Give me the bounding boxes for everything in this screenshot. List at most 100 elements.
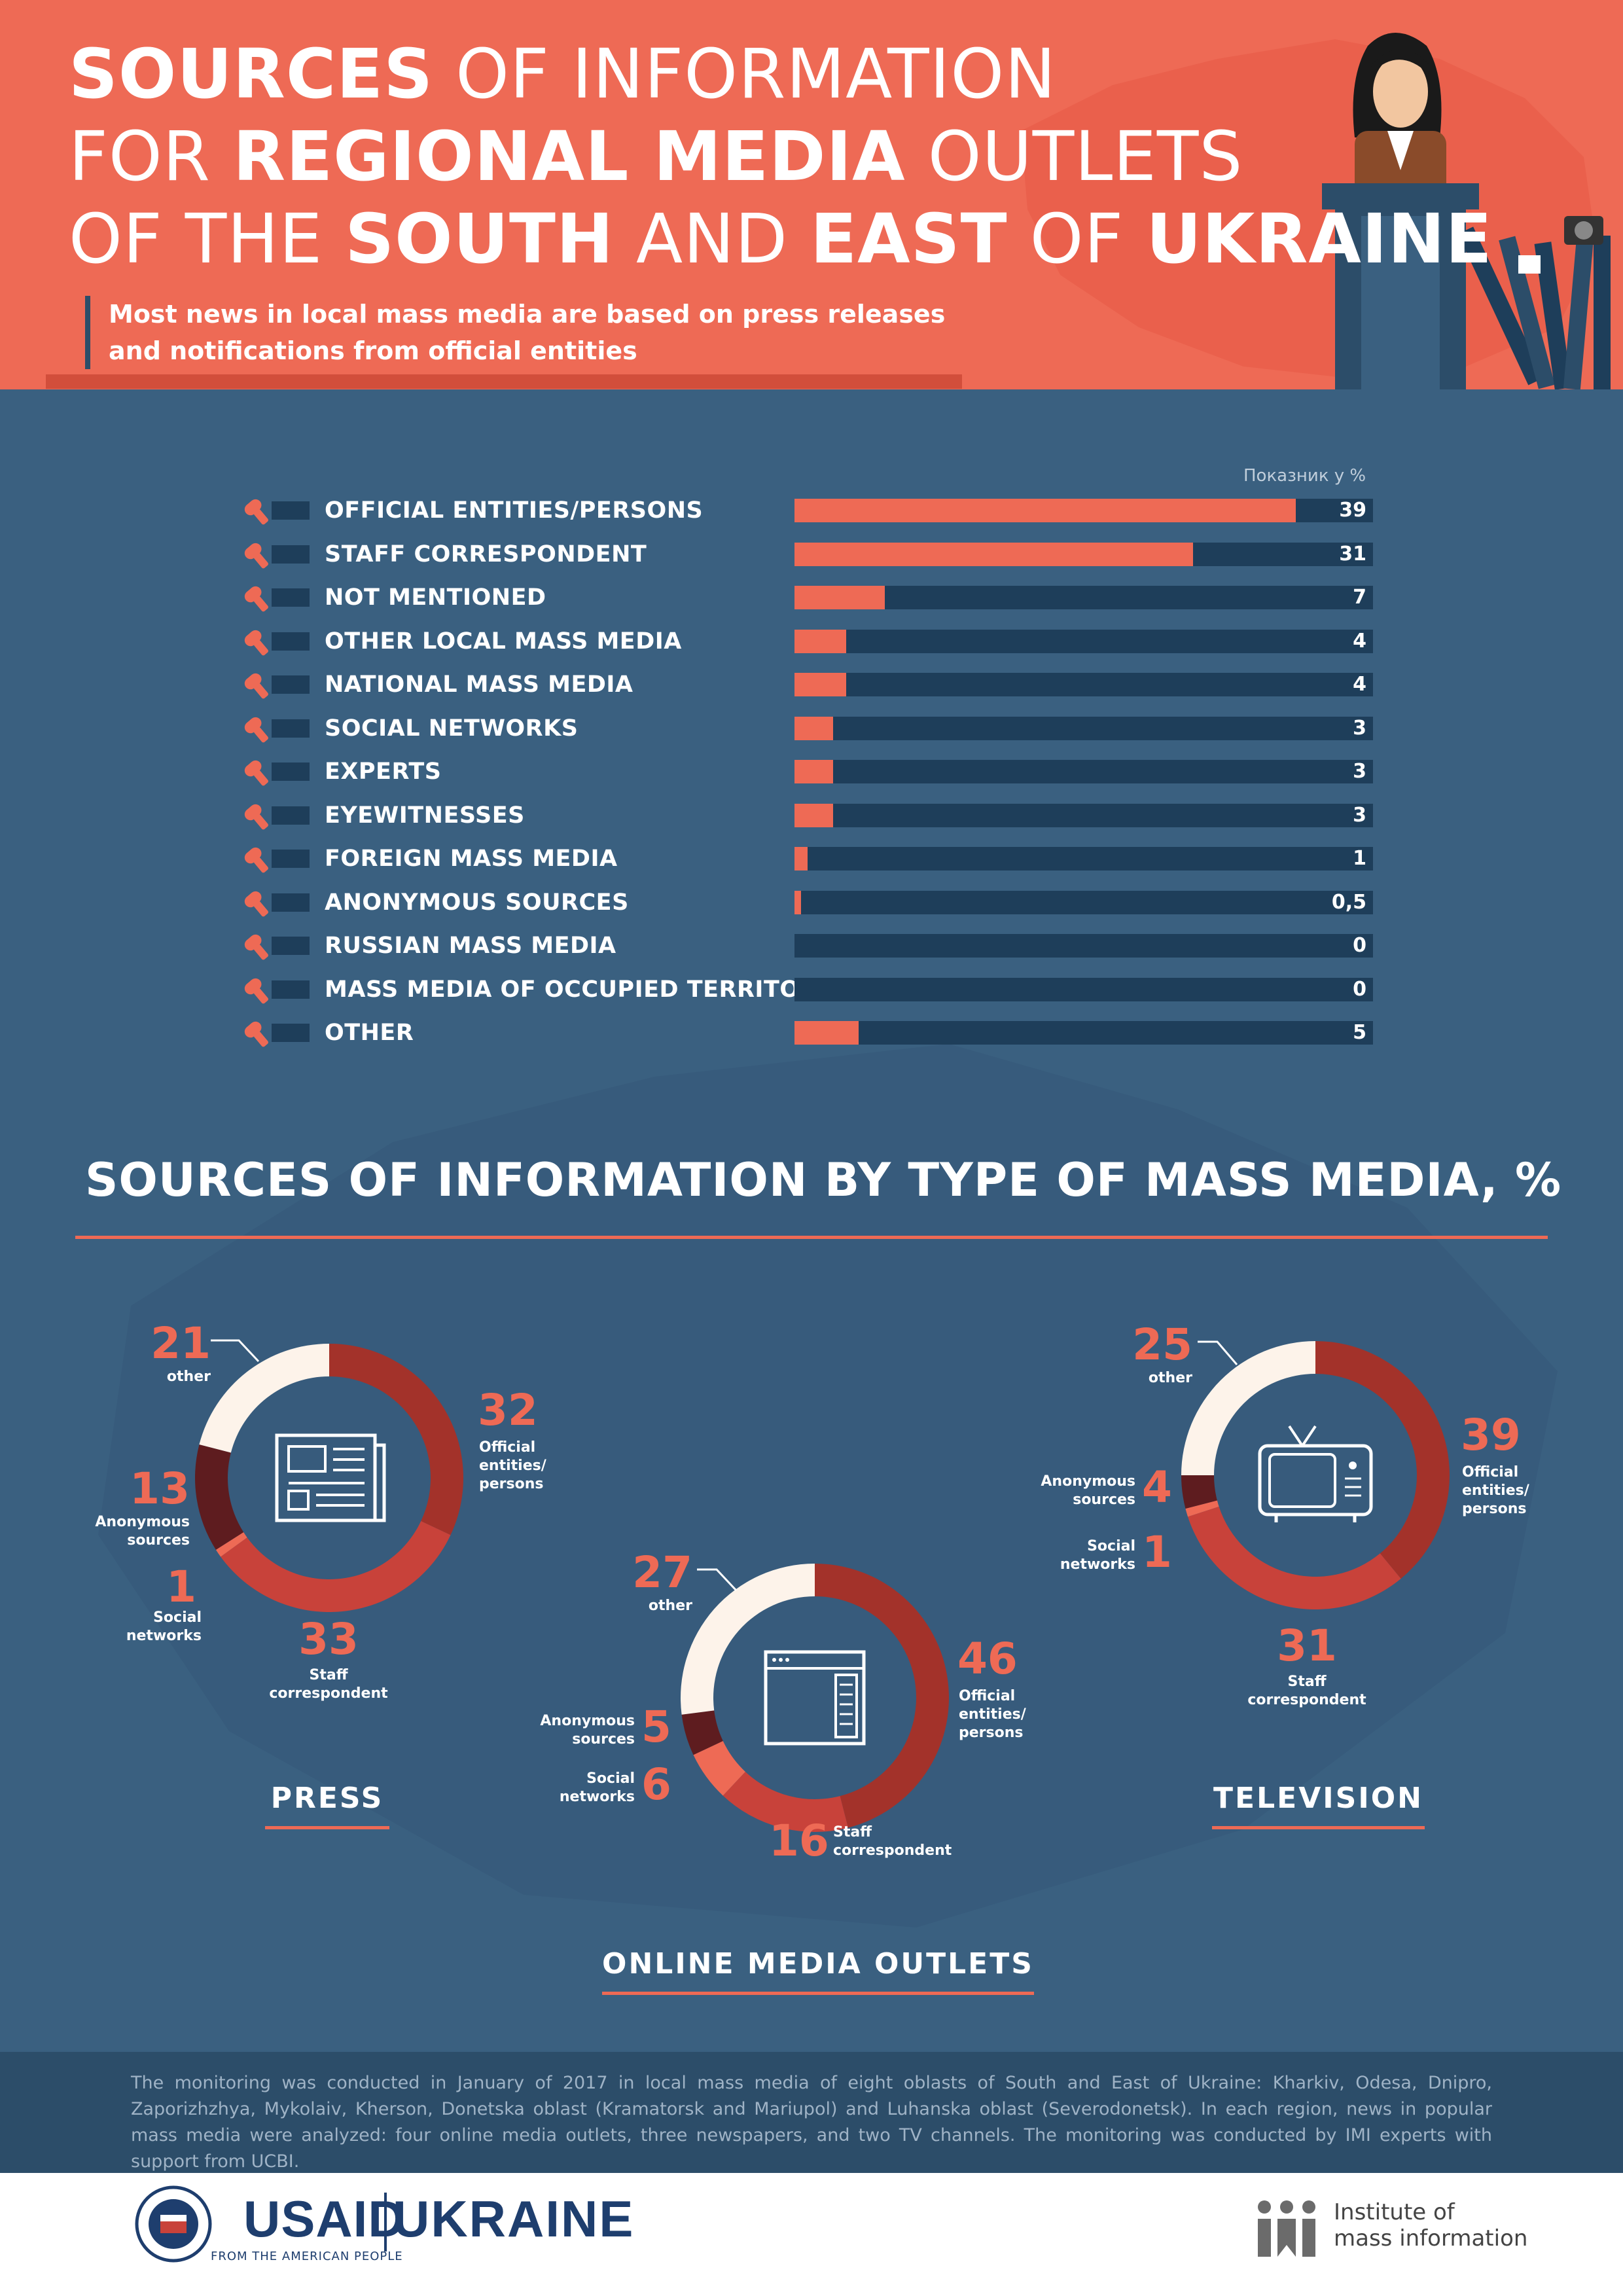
bar bbox=[794, 847, 808, 870]
slice-name-label: Anonymous sources bbox=[540, 1713, 635, 1748]
bar-label: EYEWITNESSES bbox=[325, 802, 525, 829]
microphone-icon bbox=[244, 847, 310, 873]
bar-value-label: 31 bbox=[1339, 542, 1366, 565]
slice-value-label: 1 bbox=[1142, 1527, 1172, 1577]
bar bbox=[794, 629, 846, 653]
footer-text: The monitoring was conducted in January … bbox=[131, 2073, 1492, 2172]
slice-value-label: 5 bbox=[641, 1702, 671, 1752]
title-line-2: FOR REGIONAL MEDIA OUTLETS bbox=[69, 115, 1493, 198]
donut-slice bbox=[1181, 1475, 1217, 1509]
bar bbox=[794, 716, 833, 740]
bar-label: SOCIAL NETWORKS bbox=[325, 715, 579, 742]
donut-slice bbox=[681, 1564, 815, 1715]
bar-track: 0 bbox=[794, 934, 1373, 958]
microphone-icon bbox=[244, 499, 310, 525]
title-segment: UKRAINE bbox=[1146, 199, 1493, 279]
bar-value-label: 39 bbox=[1339, 499, 1366, 522]
usaid-logo-text: USAID bbox=[243, 2190, 406, 2248]
label-leader-line bbox=[1198, 1340, 1238, 1365]
donut-slice bbox=[693, 1740, 745, 1796]
slice-name-label: Social networks bbox=[1060, 1538, 1135, 1573]
donut-slice bbox=[221, 1520, 451, 1612]
bar-value-label: 3 bbox=[1353, 716, 1366, 740]
donut-slice bbox=[681, 1710, 723, 1755]
microphone-icon bbox=[244, 717, 310, 742]
microphone-icon bbox=[244, 978, 310, 1003]
tv-icon bbox=[1258, 1425, 1373, 1522]
bar-label: EXPERTS bbox=[325, 759, 442, 785]
slice-name-label: Staff correspondent bbox=[269, 1667, 388, 1702]
background-map bbox=[98, 1044, 1558, 1928]
tv-label-text: TELEVISION bbox=[1213, 1782, 1423, 1815]
bar bbox=[794, 673, 846, 696]
slice-value-label: 27 bbox=[632, 1547, 692, 1598]
newspaper-icon bbox=[275, 1433, 386, 1522]
title-segment: FOR bbox=[69, 117, 233, 196]
bar-value-label: 0 bbox=[1353, 977, 1366, 1001]
title-segment: OF THE bbox=[69, 199, 346, 279]
donut-slice bbox=[722, 1771, 848, 1832]
microphone-icon bbox=[244, 891, 310, 916]
bar-track: 1 bbox=[794, 847, 1373, 870]
bar bbox=[794, 760, 833, 783]
bar-track: 5 bbox=[794, 1021, 1373, 1045]
microphone-icon bbox=[244, 934, 310, 960]
press-label-text: PRESS bbox=[270, 1782, 384, 1815]
microphone-icon bbox=[244, 673, 310, 699]
imi-line-2: mass information bbox=[1334, 2225, 1528, 2251]
main-panel bbox=[0, 389, 1623, 2052]
slice-value-label: 6 bbox=[641, 1759, 671, 1810]
donut-slice bbox=[1188, 1506, 1401, 1609]
online-label-text: ONLINE MEDIA OUTLETS bbox=[602, 1947, 1034, 1981]
title-segment: SOURCES bbox=[69, 34, 434, 114]
donut-slice bbox=[199, 1344, 329, 1453]
header-banner: SOURCES OF INFORMATION FOR REGIONAL MEDI… bbox=[0, 0, 1623, 389]
title-segment: AND bbox=[614, 199, 811, 279]
bar-label: RUSSIAN MASS MEDIA bbox=[325, 933, 616, 959]
donut-slice bbox=[1315, 1341, 1450, 1579]
footer-band bbox=[0, 2052, 1623, 2173]
imi-logo-icon bbox=[1258, 2200, 1315, 2257]
microphone-icon bbox=[244, 760, 310, 786]
bar-label: OTHER bbox=[325, 1020, 414, 1046]
microphone-icon bbox=[244, 543, 310, 568]
browser-window-icon bbox=[764, 1650, 866, 1746]
bar-value-label: 3 bbox=[1353, 760, 1366, 783]
slice-name-label: Official entities/ persons bbox=[1462, 1464, 1529, 1517]
usaid-seal-icon bbox=[135, 2185, 212, 2263]
title-segment: SOUTH bbox=[345, 199, 614, 279]
bar-track: 3 bbox=[794, 716, 1373, 740]
title-line-3: OF THE SOUTH AND EAST OF UKRAINE bbox=[69, 198, 1493, 280]
bar-track: 7 bbox=[794, 586, 1373, 609]
slice-name-label: Anonymous sources bbox=[1041, 1473, 1135, 1508]
subtitle: Most news in local mass media are based … bbox=[85, 296, 959, 369]
slice-name-label: Staff correspondent bbox=[833, 1824, 952, 1859]
title-segment: OUTLETS bbox=[905, 117, 1243, 196]
slice-name-label: Staff correspondent bbox=[1247, 1674, 1366, 1708]
bar-value-label: 4 bbox=[1353, 673, 1366, 696]
bar-label: ANONYMOUS SOURCES bbox=[325, 889, 629, 916]
title-segment: REGIONAL MEDIA bbox=[233, 117, 906, 196]
bar-track: 3 bbox=[794, 760, 1373, 783]
bar-label: NATIONAL MASS MEDIA bbox=[325, 672, 633, 698]
slice-value-label: 31 bbox=[1277, 1621, 1337, 1671]
bar-track: 0 bbox=[794, 977, 1373, 1001]
slice-value-label: 32 bbox=[478, 1385, 538, 1435]
bar-label: STAFF CORRESPONDENT bbox=[325, 541, 647, 567]
slice-value-label: 13 bbox=[130, 1463, 190, 1514]
bar bbox=[794, 499, 1296, 522]
label-leader-line bbox=[697, 1568, 738, 1592]
title-segment: OF bbox=[1007, 199, 1147, 279]
slice-value-label: 1 bbox=[166, 1562, 196, 1612]
slice-name-label: Anonymous sources bbox=[95, 1514, 190, 1549]
bar-value-label: 4 bbox=[1353, 629, 1366, 653]
microphone-icon bbox=[244, 586, 310, 612]
slice-value-label: 46 bbox=[957, 1634, 1018, 1684]
press-chart-label: PRESS bbox=[265, 1782, 389, 1829]
slice-name-label: other bbox=[1148, 1370, 1192, 1386]
bar bbox=[794, 803, 833, 827]
slice-name-label: Official entities/ persons bbox=[959, 1688, 1026, 1741]
bar bbox=[794, 542, 1193, 566]
bar-track: 4 bbox=[794, 673, 1373, 696]
